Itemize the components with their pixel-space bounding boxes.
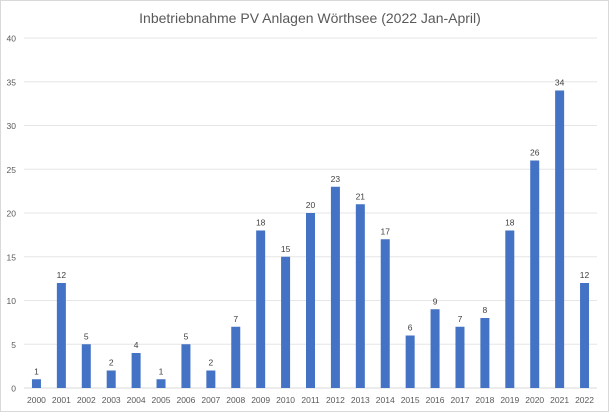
data-label-2016: 9: [433, 296, 438, 306]
data-label-2010: 15: [281, 244, 291, 254]
bar-2018: [480, 318, 490, 388]
bar-2010: [281, 256, 291, 388]
data-label-2001: 12: [57, 270, 67, 280]
x-tick-label: 2011: [301, 395, 320, 405]
y-tick-label: 25: [7, 165, 17, 175]
bar-2008: [231, 326, 241, 388]
bar-2017: [455, 326, 465, 388]
data-label-2006: 5: [184, 331, 189, 341]
x-tick-label: 2022: [575, 395, 594, 405]
x-tick-label: 2014: [376, 395, 395, 405]
bar-2009: [256, 230, 266, 388]
data-label-2008: 7: [233, 314, 238, 324]
y-tick-label: 20: [7, 209, 17, 219]
bar-2002: [81, 344, 91, 388]
data-label-2020: 26: [530, 148, 540, 158]
data-label-2018: 8: [483, 305, 488, 315]
bar-2021: [555, 90, 565, 388]
x-axis-ticks: 2000 2001 2002 2003 2004 2005 2006 2007 2008 2009…: [27, 395, 594, 405]
bar-2011: [306, 213, 315, 388]
data-label-2007: 2: [208, 358, 213, 368]
bar-2015: [405, 335, 415, 388]
data-label-2015: 6: [408, 323, 413, 333]
data-label-2002: 5: [84, 331, 89, 341]
data-label-2019: 18: [505, 218, 515, 228]
x-tick-label: 2009: [251, 395, 270, 405]
data-label-2013: 21: [356, 191, 366, 201]
data-label-2005: 1: [159, 366, 164, 376]
y-tick-label: 10: [7, 296, 17, 306]
x-tick-label: 2007: [201, 395, 220, 405]
x-tick-label: 2018: [475, 395, 494, 405]
data-label-2009: 18: [256, 218, 266, 228]
bar-2022: [580, 283, 590, 388]
data-label-2017: 7: [458, 314, 463, 324]
data-label-2022: 12: [580, 270, 590, 280]
bar-2019: [505, 230, 515, 388]
bar-2001: [56, 283, 66, 388]
y-tick-label: 0: [11, 384, 16, 394]
bar-2012: [330, 186, 340, 388]
bar-2004: [131, 353, 141, 388]
bar-2020: [530, 160, 540, 388]
data-label-2003: 2: [109, 358, 114, 368]
bar-2013: [355, 204, 365, 388]
bar-2003: [106, 370, 116, 388]
chart-title: Inbetriebnahme PV Anlagen Wörthsee (2022…: [139, 10, 481, 26]
y-axis-ticks: 0 5 10 15 20 25 30 35 40: [7, 34, 17, 394]
y-tick-label: 30: [7, 121, 17, 131]
y-tick-label: 40: [7, 34, 17, 44]
x-tick-label: 2013: [351, 395, 370, 405]
data-label-2011: 20: [306, 200, 316, 210]
data-label-2021: 34: [555, 78, 565, 88]
data-label-2000: 1: [34, 366, 39, 376]
y-tick-label: 15: [7, 252, 17, 262]
x-tick-label: 2006: [176, 395, 195, 405]
bar-2014: [380, 239, 390, 388]
x-tick-label: 2015: [401, 395, 420, 405]
bar-2016: [430, 309, 440, 388]
x-tick-label: 2004: [127, 395, 146, 405]
x-tick-label: 2021: [550, 395, 569, 405]
x-tick-label: 2019: [500, 395, 519, 405]
x-tick-label: 2010: [276, 395, 295, 405]
bar-2007: [206, 370, 216, 388]
y-tick-label: 35: [7, 77, 17, 87]
data-label-2014: 17: [381, 226, 391, 236]
x-tick-label: 2008: [226, 395, 245, 405]
x-tick-label: 2005: [152, 395, 171, 405]
data-label-2012: 23: [331, 174, 341, 184]
x-tick-label: 2001: [52, 395, 71, 405]
x-tick-label: 2000: [27, 395, 46, 405]
x-tick-label: 2003: [102, 395, 121, 405]
data-label-2004: 4: [134, 340, 139, 350]
x-tick-label: 2002: [77, 395, 96, 405]
x-tick-label: 2017: [451, 395, 470, 405]
bars: [31, 90, 590, 388]
y-tick-label: 5: [11, 340, 16, 350]
bar-2000: [31, 379, 41, 388]
bar-2006: [181, 344, 191, 388]
x-tick-label: 2020: [525, 395, 544, 405]
x-tick-label: 2012: [326, 395, 345, 405]
bar-2005: [156, 379, 166, 388]
x-tick-label: 2016: [426, 395, 445, 405]
